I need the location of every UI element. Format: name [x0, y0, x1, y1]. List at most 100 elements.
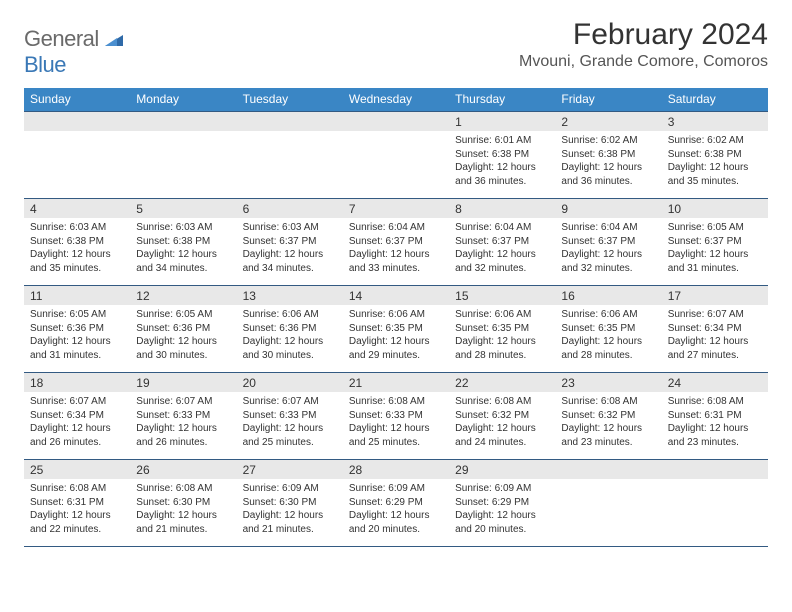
week-date-row: 18192021222324 [24, 372, 768, 392]
date-number: 18 [24, 373, 130, 392]
date-number [24, 112, 130, 131]
day-header: Monday [130, 88, 236, 111]
calendar-page: General Blue February 2024 Mvouni, Grand… [0, 0, 792, 547]
logo-text-general: General [24, 26, 99, 51]
day-header-row: Sunday Monday Tuesday Wednesday Thursday… [24, 88, 768, 111]
title-block: February 2024 Mvouni, Grande Comore, Com… [519, 18, 768, 71]
day-header: Saturday [662, 88, 768, 111]
logo-text-blue: Blue [24, 52, 66, 77]
week-detail-row: Sunrise: 6:05 AM Sunset: 6:36 PM Dayligh… [24, 305, 768, 372]
day-detail: Sunrise: 6:05 AM Sunset: 6:36 PM Dayligh… [24, 305, 130, 372]
day-detail: Sunrise: 6:05 AM Sunset: 6:36 PM Dayligh… [130, 305, 236, 372]
calendar-bottom-border [24, 546, 768, 547]
day-detail: Sunrise: 6:04 AM Sunset: 6:37 PM Dayligh… [343, 218, 449, 285]
week-detail-row: Sunrise: 6:03 AM Sunset: 6:38 PM Dayligh… [24, 218, 768, 285]
weeks-container: 123Sunrise: 6:01 AM Sunset: 6:38 PM Dayl… [24, 111, 768, 546]
date-number: 1 [449, 112, 555, 131]
day-detail: Sunrise: 6:06 AM Sunset: 6:36 PM Dayligh… [237, 305, 343, 372]
day-detail: Sunrise: 6:08 AM Sunset: 6:33 PM Dayligh… [343, 392, 449, 459]
date-number: 15 [449, 286, 555, 305]
day-detail: Sunrise: 6:06 AM Sunset: 6:35 PM Dayligh… [449, 305, 555, 372]
date-number [343, 112, 449, 131]
date-number: 10 [662, 199, 768, 218]
date-number: 4 [24, 199, 130, 218]
date-number [555, 460, 661, 479]
day-detail: Sunrise: 6:08 AM Sunset: 6:32 PM Dayligh… [449, 392, 555, 459]
location-text: Mvouni, Grande Comore, Comoros [519, 53, 768, 71]
day-detail: Sunrise: 6:08 AM Sunset: 6:31 PM Dayligh… [24, 479, 130, 546]
day-detail: Sunrise: 6:04 AM Sunset: 6:37 PM Dayligh… [449, 218, 555, 285]
day-detail [343, 131, 449, 198]
day-detail: Sunrise: 6:02 AM Sunset: 6:38 PM Dayligh… [662, 131, 768, 198]
day-detail: Sunrise: 6:08 AM Sunset: 6:31 PM Dayligh… [662, 392, 768, 459]
date-number: 9 [555, 199, 661, 218]
date-number: 29 [449, 460, 555, 479]
week-date-row: 123 [24, 111, 768, 131]
day-detail: Sunrise: 6:04 AM Sunset: 6:37 PM Dayligh… [555, 218, 661, 285]
date-number: 28 [343, 460, 449, 479]
day-header: Friday [555, 88, 661, 111]
date-number: 26 [130, 460, 236, 479]
day-header: Thursday [449, 88, 555, 111]
date-number: 22 [449, 373, 555, 392]
date-number: 12 [130, 286, 236, 305]
day-detail [662, 479, 768, 546]
logo-triangle-icon [105, 33, 123, 50]
logo: General Blue [24, 18, 123, 78]
day-detail: Sunrise: 6:03 AM Sunset: 6:38 PM Dayligh… [130, 218, 236, 285]
day-detail: Sunrise: 6:09 AM Sunset: 6:29 PM Dayligh… [449, 479, 555, 546]
date-number: 11 [24, 286, 130, 305]
day-detail: Sunrise: 6:03 AM Sunset: 6:38 PM Dayligh… [24, 218, 130, 285]
day-detail: Sunrise: 6:07 AM Sunset: 6:33 PM Dayligh… [130, 392, 236, 459]
day-detail: Sunrise: 6:08 AM Sunset: 6:30 PM Dayligh… [130, 479, 236, 546]
date-number [130, 112, 236, 131]
date-number: 5 [130, 199, 236, 218]
date-number: 25 [24, 460, 130, 479]
day-header: Tuesday [237, 88, 343, 111]
day-detail: Sunrise: 6:01 AM Sunset: 6:38 PM Dayligh… [449, 131, 555, 198]
day-detail: Sunrise: 6:08 AM Sunset: 6:32 PM Dayligh… [555, 392, 661, 459]
day-detail: Sunrise: 6:05 AM Sunset: 6:37 PM Dayligh… [662, 218, 768, 285]
day-detail [24, 131, 130, 198]
date-number: 6 [237, 199, 343, 218]
date-number: 24 [662, 373, 768, 392]
date-number: 2 [555, 112, 661, 131]
day-detail: Sunrise: 6:03 AM Sunset: 6:37 PM Dayligh… [237, 218, 343, 285]
day-detail: Sunrise: 6:07 AM Sunset: 6:34 PM Dayligh… [662, 305, 768, 372]
day-detail: Sunrise: 6:06 AM Sunset: 6:35 PM Dayligh… [555, 305, 661, 372]
date-number: 7 [343, 199, 449, 218]
day-header: Wednesday [343, 88, 449, 111]
date-number: 27 [237, 460, 343, 479]
date-number: 14 [343, 286, 449, 305]
date-number: 17 [662, 286, 768, 305]
date-number: 16 [555, 286, 661, 305]
day-detail: Sunrise: 6:09 AM Sunset: 6:29 PM Dayligh… [343, 479, 449, 546]
day-detail [237, 131, 343, 198]
day-header: Sunday [24, 88, 130, 111]
date-number: 20 [237, 373, 343, 392]
date-number: 3 [662, 112, 768, 131]
day-detail [130, 131, 236, 198]
calendar-grid: Sunday Monday Tuesday Wednesday Thursday… [24, 88, 768, 547]
week-detail-row: Sunrise: 6:07 AM Sunset: 6:34 PM Dayligh… [24, 392, 768, 459]
date-number: 19 [130, 373, 236, 392]
page-header: General Blue February 2024 Mvouni, Grand… [24, 18, 768, 78]
logo-text-block: General Blue [24, 26, 123, 78]
week-detail-row: Sunrise: 6:08 AM Sunset: 6:31 PM Dayligh… [24, 479, 768, 546]
week-date-row: 11121314151617 [24, 285, 768, 305]
date-number: 21 [343, 373, 449, 392]
week-detail-row: Sunrise: 6:01 AM Sunset: 6:38 PM Dayligh… [24, 131, 768, 198]
day-detail [555, 479, 661, 546]
week-date-row: 45678910 [24, 198, 768, 218]
date-number: 23 [555, 373, 661, 392]
date-number [662, 460, 768, 479]
day-detail: Sunrise: 6:02 AM Sunset: 6:38 PM Dayligh… [555, 131, 661, 198]
date-number: 8 [449, 199, 555, 218]
date-number [237, 112, 343, 131]
day-detail: Sunrise: 6:09 AM Sunset: 6:30 PM Dayligh… [237, 479, 343, 546]
day-detail: Sunrise: 6:07 AM Sunset: 6:33 PM Dayligh… [237, 392, 343, 459]
month-title: February 2024 [519, 18, 768, 51]
day-detail: Sunrise: 6:06 AM Sunset: 6:35 PM Dayligh… [343, 305, 449, 372]
week-date-row: 2526272829 [24, 459, 768, 479]
day-detail: Sunrise: 6:07 AM Sunset: 6:34 PM Dayligh… [24, 392, 130, 459]
